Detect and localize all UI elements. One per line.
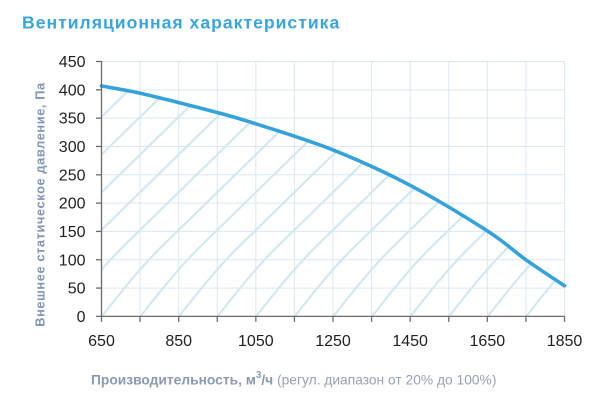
svg-text:850: 850 <box>165 333 192 350</box>
svg-text:450: 450 <box>59 54 86 71</box>
svg-text:400: 400 <box>59 82 86 99</box>
svg-text:200: 200 <box>59 196 86 213</box>
svg-text:Вентиляционная характеристика: Вентиляционная характеристика <box>22 13 340 33</box>
svg-text:650: 650 <box>88 333 115 350</box>
svg-text:1450: 1450 <box>392 333 428 350</box>
svg-text:1650: 1650 <box>470 333 506 350</box>
svg-text:0: 0 <box>77 309 86 326</box>
svg-text:1050: 1050 <box>238 333 274 350</box>
svg-text:300: 300 <box>59 139 86 156</box>
svg-text:Внешнее статическое давление,: Внешнее статическое давление, Па <box>32 82 47 327</box>
svg-text:250: 250 <box>59 167 86 184</box>
svg-text:Производительность, м3/ч (регу: Производительность, м3/ч (регул. диапазо… <box>91 370 496 388</box>
svg-text:100: 100 <box>59 252 86 269</box>
svg-text:50: 50 <box>68 281 86 298</box>
svg-text:350: 350 <box>59 111 86 128</box>
svg-text:1250: 1250 <box>315 333 351 350</box>
svg-text:150: 150 <box>59 224 86 241</box>
svg-text:1850: 1850 <box>547 333 583 350</box>
